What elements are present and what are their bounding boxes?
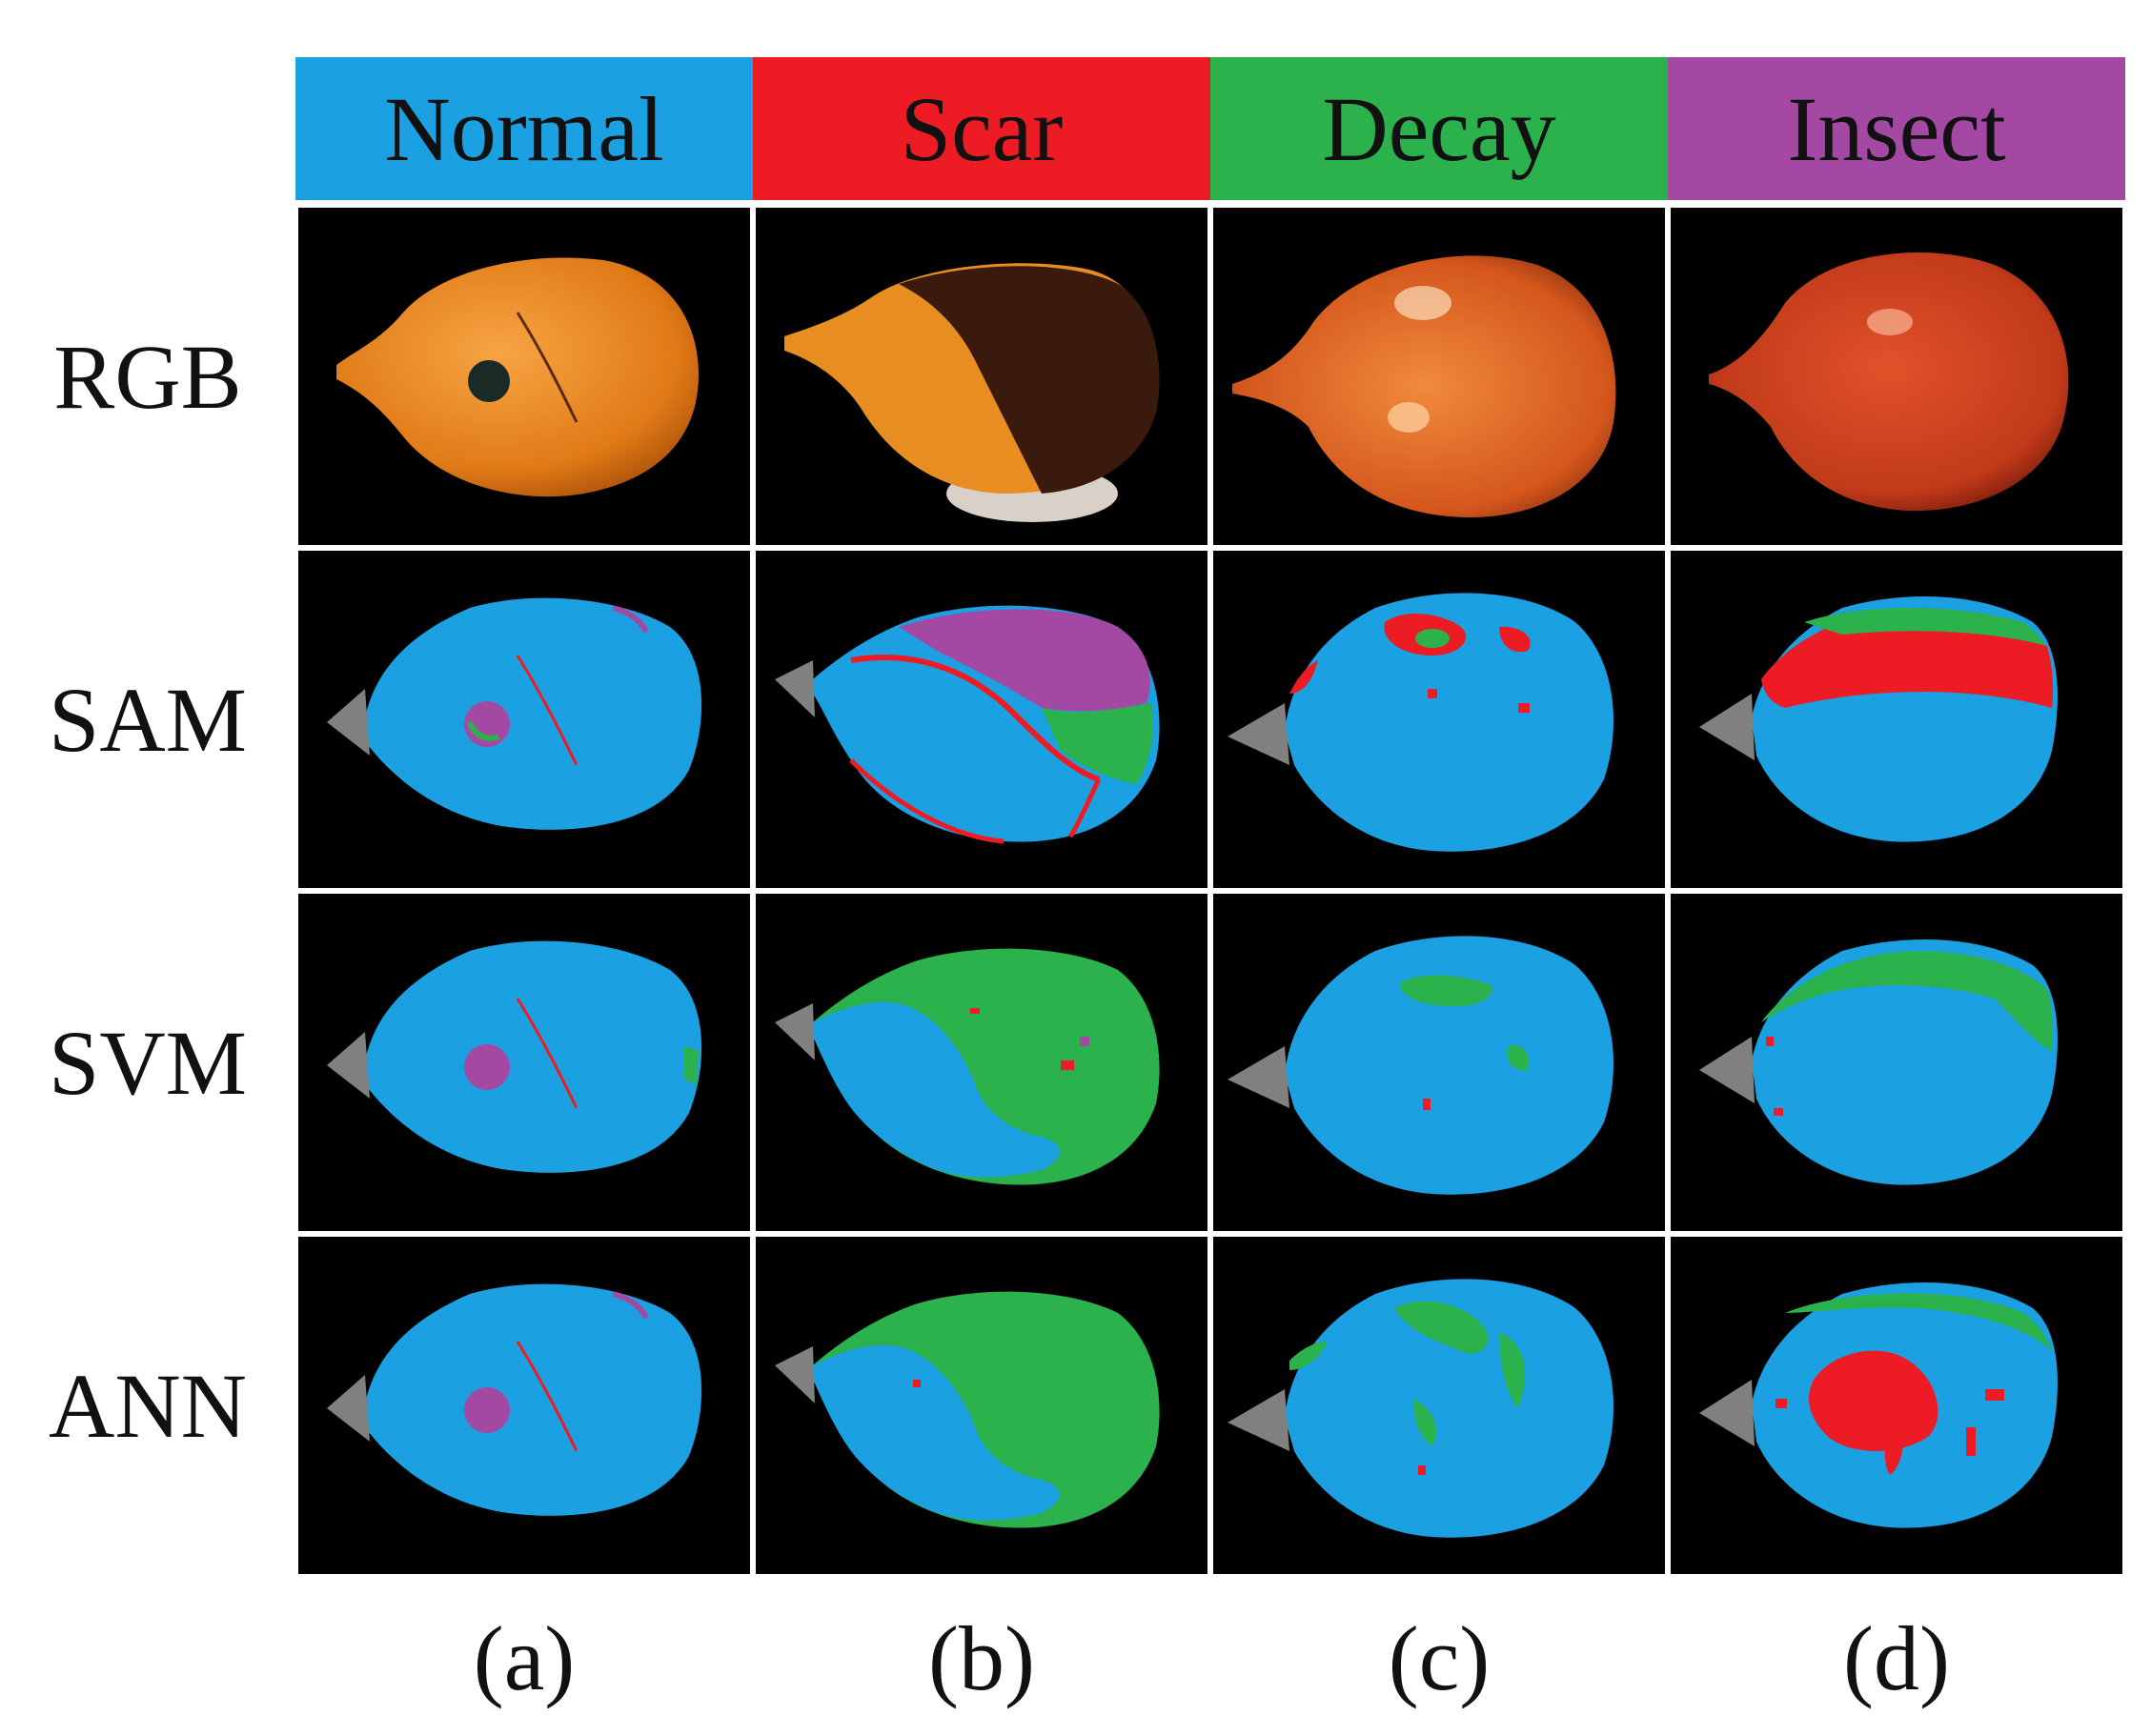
column-label-d: (d) xyxy=(1843,1606,1950,1709)
panel-ann-d xyxy=(1671,1237,2122,1574)
panel-sam-b xyxy=(756,551,1207,888)
panel-rgb-c xyxy=(1213,208,1665,545)
fruit-photo-decay xyxy=(1232,255,1616,517)
panel-ann-c xyxy=(1213,1237,1665,1574)
ann-map-scar xyxy=(775,1291,1160,1528)
column-label-b: (b) xyxy=(928,1606,1035,1709)
row-label-ann: ANN xyxy=(49,1354,247,1457)
sam-map-insect xyxy=(1699,596,2058,842)
panel-sam-a xyxy=(298,551,750,888)
legend-scar: Scar xyxy=(753,57,1210,200)
legend-scar-label: Scar xyxy=(900,77,1064,180)
legend-normal-label: Normal xyxy=(384,77,664,180)
svm-map-normal xyxy=(327,940,702,1173)
panel-ann-a xyxy=(298,1237,750,1574)
panel-svm-b xyxy=(756,894,1207,1231)
legend-decay-label: Decay xyxy=(1322,77,1556,180)
fruit-photo-normal xyxy=(336,257,699,497)
row-label-rgb: RGB xyxy=(53,325,242,428)
panel-rgb-d xyxy=(1671,208,2122,545)
sam-map-normal xyxy=(327,597,702,830)
panel-svm-d xyxy=(1671,894,2122,1231)
legend-insect: Insect xyxy=(1668,57,2125,200)
panel-svm-a xyxy=(298,894,750,1231)
ann-map-decay xyxy=(1228,1279,1613,1538)
sam-map-decay xyxy=(1228,593,1613,852)
panel-svm-c xyxy=(1213,894,1665,1231)
panel-rgb-a xyxy=(298,208,750,545)
row-label-sam: SAM xyxy=(48,668,248,771)
legend-insect-label: Insect xyxy=(1787,77,2006,180)
row-label-svm: SVM xyxy=(48,1011,248,1114)
column-label-a: (a) xyxy=(473,1606,576,1709)
panel-ann-b xyxy=(756,1237,1207,1574)
panel-sam-d xyxy=(1671,551,2122,888)
svm-map-scar xyxy=(775,948,1160,1185)
panel-sam-c xyxy=(1213,551,1665,888)
svm-map-decay xyxy=(1228,936,1613,1195)
column-label-c: (c) xyxy=(1388,1606,1491,1709)
svm-map-insect xyxy=(1699,939,2058,1185)
legend-decay: Decay xyxy=(1210,57,1668,200)
panel-rgb-b xyxy=(756,208,1207,545)
fruit-photo-scar xyxy=(784,263,1160,522)
ann-map-insect xyxy=(1699,1282,2058,1528)
sam-map-scar xyxy=(775,605,1160,844)
fruit-photo-insect xyxy=(1709,252,2069,512)
ann-map-normal xyxy=(327,1283,702,1516)
legend-normal: Normal xyxy=(295,57,753,200)
